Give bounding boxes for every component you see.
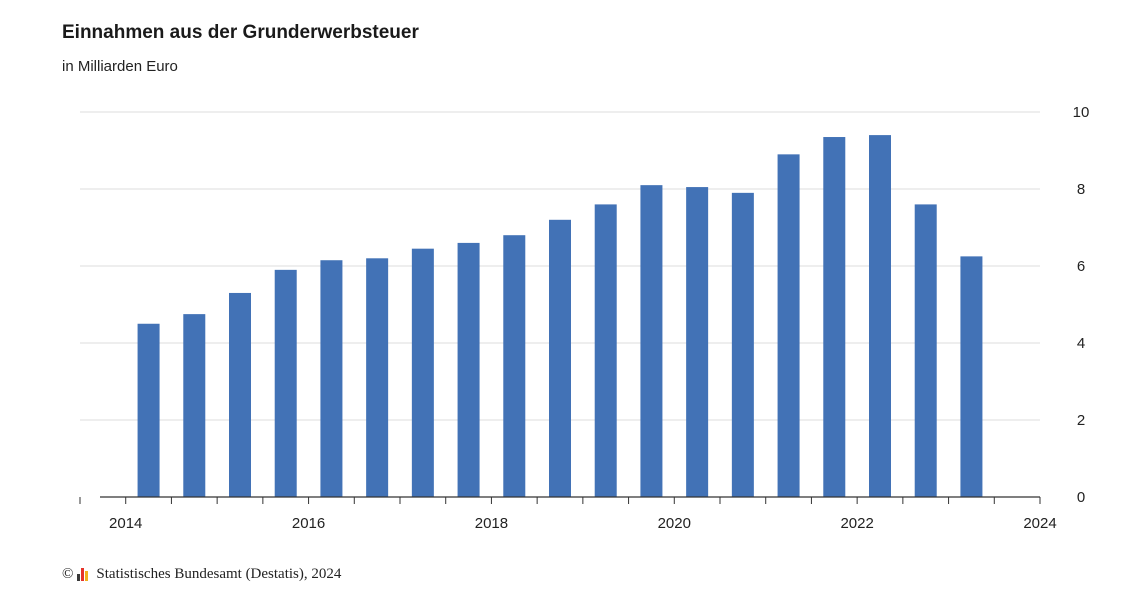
bar xyxy=(366,258,389,497)
bar xyxy=(594,204,617,497)
bar xyxy=(411,248,434,497)
bar xyxy=(731,192,754,497)
x-tick-label: 2020 xyxy=(658,515,691,532)
bar xyxy=(274,269,297,497)
bar xyxy=(777,154,800,497)
bar xyxy=(960,256,983,497)
bar xyxy=(137,323,160,497)
source-text: Statistisches Bundesamt (Destatis), 2024 xyxy=(96,566,342,582)
bar xyxy=(686,187,709,497)
bar-chart: 0 2 4 6 8 10 2014 2016 2018 2020 2022 2024 xyxy=(79,104,1090,532)
bar xyxy=(549,219,571,498)
bar xyxy=(229,292,251,497)
x-tick-label: 2014 xyxy=(109,515,142,532)
bar xyxy=(640,185,663,497)
bar xyxy=(869,135,891,497)
y-tick-label: 6 xyxy=(1077,258,1085,275)
destatis-logo-icon xyxy=(77,568,90,581)
bar xyxy=(457,242,480,497)
y-tick-label: 4 xyxy=(1077,335,1085,352)
x-tick-label: 2016 xyxy=(292,515,325,532)
source-footer: © Statistisches Bundesamt (Destatis), 20… xyxy=(62,566,341,583)
bar xyxy=(823,137,846,497)
bar xyxy=(914,204,937,497)
copyright-symbol: © xyxy=(62,566,74,582)
bar xyxy=(183,314,206,497)
x-tick-label: 2024 xyxy=(1023,515,1056,532)
x-tick-label: 2018 xyxy=(475,515,508,532)
bar xyxy=(320,260,343,497)
chart-subtitle: in Milliarden Euro xyxy=(62,58,178,75)
y-tick-label: 2 xyxy=(1077,412,1085,429)
chart-title: Einnahmen aus der Grunderwerbsteuer xyxy=(62,22,419,43)
y-tick-label: 10 xyxy=(1073,104,1090,121)
y-tick-label: 8 xyxy=(1077,181,1085,198)
y-tick-label: 0 xyxy=(1077,489,1085,506)
x-tick-label: 2022 xyxy=(840,515,873,532)
bar xyxy=(503,235,526,497)
